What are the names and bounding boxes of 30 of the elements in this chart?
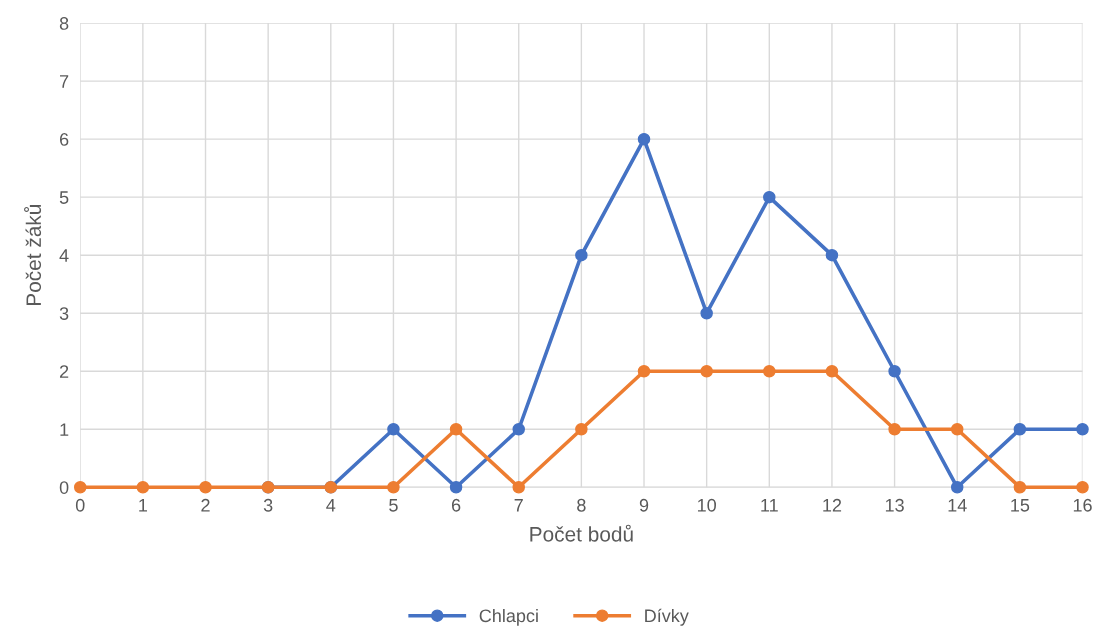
y-tick-label: 4 (59, 249, 69, 262)
x-tick-label: 16 (1073, 498, 1092, 512)
y-tick-label: 1 (60, 423, 69, 436)
x-tick-label: 10 (697, 498, 716, 512)
x-tick-label: 15 (1011, 499, 1030, 512)
x-tick-label: 3 (263, 498, 273, 512)
x-tick-label: 0 (75, 498, 85, 512)
y-tick-label: 8 (59, 17, 69, 30)
x-tick-label: 4 (326, 499, 336, 512)
legend-label: Dívky (645, 608, 689, 626)
y-tick-label: 2 (59, 365, 69, 378)
x-tick-label: 7 (514, 499, 523, 512)
x-tick-label: 8 (577, 498, 586, 512)
x-tick-label: 9 (639, 498, 649, 512)
y-tick-label: 6 (59, 133, 69, 146)
x-tick-label: 11 (761, 499, 778, 512)
x-axis-title: Počet bodů (530, 524, 633, 542)
y-axis-title: Počet žáků (24, 205, 42, 306)
y-tick-label: 7 (60, 75, 69, 88)
x-tick-label: 14 (948, 499, 967, 512)
x-tick-label: 5 (389, 499, 398, 512)
y-tick-label: 5 (59, 191, 69, 204)
x-tick-label: 13 (885, 498, 904, 512)
legend-label: Chlapci (479, 608, 538, 626)
x-tick-label: 2 (201, 498, 210, 512)
x-tick-label: 12 (823, 498, 842, 512)
y-tick-label: 3 (59, 307, 69, 320)
x-tick-label: 1 (139, 499, 148, 512)
y-tick-label: 0 (59, 481, 69, 494)
x-tick-label: 6 (451, 498, 461, 512)
